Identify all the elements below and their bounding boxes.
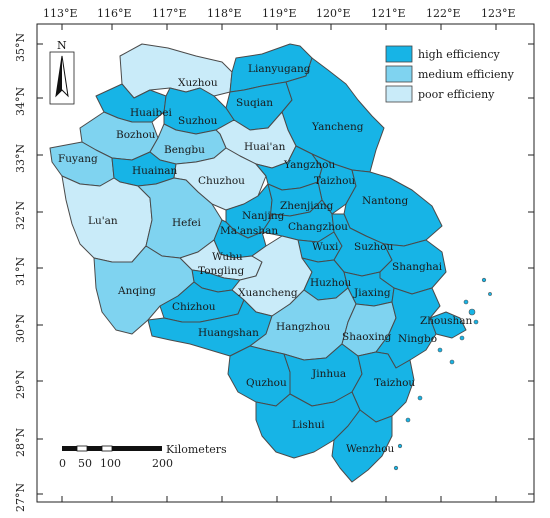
scale-tick: 0: [59, 457, 66, 470]
lat-label: 30°N: [14, 314, 27, 343]
longitude-axis: 113°E 116°E 117°E 118°E 119°E 120°E 121°…: [43, 7, 516, 502]
legend-label: medium efficieny: [418, 68, 515, 81]
city-label: Nantong: [362, 195, 409, 207]
city-label: Wenzhou: [346, 443, 395, 455]
lon-label: 122°E: [426, 7, 461, 20]
city-label: Ningbo: [398, 333, 437, 345]
city-label: Jinhua: [311, 368, 346, 380]
north-arrow-label: N: [57, 39, 67, 52]
scale-bar: Kilometers 0 50 100 200: [59, 443, 227, 470]
legend-swatch-poor: [385, 85, 413, 103]
lat-label: 35°N: [14, 33, 27, 62]
city-label: Lishui: [292, 419, 325, 431]
city-label: Chizhou: [172, 301, 216, 313]
scale-unit: Kilometers: [166, 443, 227, 456]
lon-label: 113°E: [43, 7, 78, 20]
city-label: Huzhou: [310, 277, 352, 289]
scale-tick: 50: [78, 457, 92, 470]
lon-label: 120°E: [316, 7, 351, 20]
lon-label: 118°E: [207, 7, 242, 20]
lat-label: 34°N: [14, 87, 27, 116]
lat-label: 32°N: [14, 201, 27, 230]
city-label: Xuancheng: [238, 287, 298, 299]
scale-tick: 200: [152, 457, 173, 470]
legend-swatch-high: [385, 45, 413, 63]
city-label: Lianyugang: [248, 63, 311, 75]
city-label: Changzhou: [288, 221, 348, 233]
city-label: Xuzhou: [178, 77, 218, 89]
city-label: Taizhou: [314, 175, 355, 187]
city-label: Shanghai: [392, 261, 443, 273]
city-label: Yangzhou: [283, 159, 335, 171]
city-label: Huainan: [132, 165, 178, 177]
city-label: Jiaxing: [353, 287, 391, 299]
coastal-islands: [393, 277, 492, 471]
city-label: Chuzhou: [198, 175, 245, 187]
city-label: Zhoushan: [420, 315, 473, 327]
city-label: Fuyang: [58, 153, 98, 165]
region-wenzhou[interactable]: [331, 409, 393, 483]
legend-swatch-medium: [385, 65, 413, 83]
legend-label: poor efficieny: [418, 88, 495, 101]
north-arrow: N: [49, 39, 75, 105]
map-frame: [36, 23, 535, 503]
city-label: Shaoxing: [342, 331, 392, 343]
region-ningbo[interactable]: [375, 287, 441, 369]
scale-tick: 100: [100, 457, 121, 470]
city-label: Lu'an: [88, 215, 118, 227]
city-labels: Xuzhou Lianyugang Suqian Huaibei Suzhou …: [58, 63, 473, 455]
city-label: Suzhou: [178, 115, 218, 127]
lat-label: 27°N: [14, 483, 27, 512]
city-label: Huangshan: [198, 327, 259, 339]
city-label: Quzhou: [246, 377, 287, 389]
city-label: Huai'an: [244, 141, 286, 153]
city-label: Anqing: [117, 285, 156, 297]
lon-label: 123°E: [481, 7, 516, 20]
lat-label: 29°N: [14, 370, 27, 399]
city-label: Wuxi: [312, 241, 339, 253]
city-regions: [49, 43, 467, 483]
legend-label: high efficiency: [418, 48, 501, 61]
city-label: Nanjing: [242, 210, 285, 222]
lon-label: 121°E: [371, 7, 406, 20]
city-label: Hangzhou: [276, 321, 331, 333]
city-label: Suzhou: [354, 241, 394, 253]
city-label: Ma'anshan: [220, 225, 278, 237]
lat-label: 33°N: [14, 144, 27, 173]
city-label: Bozhou: [116, 129, 156, 141]
city-label: Bengbu: [164, 144, 205, 156]
city-label: Zhenjiang: [280, 200, 334, 212]
region-taizhou-js[interactable]: [311, 153, 357, 215]
region-quzhou[interactable]: [227, 345, 291, 407]
legend: high efficiency medium efficieny poor ef…: [385, 45, 515, 103]
lon-label: 119°E: [262, 7, 297, 20]
latitude-axis: 35°N 34°N 33°N 32°N 31°N 30°N 29°N 28°N …: [14, 33, 534, 512]
city-label: Huaibei: [130, 107, 172, 119]
city-label: Hefei: [172, 217, 201, 229]
lat-label: 31°N: [14, 257, 27, 286]
city-label: Tongling: [198, 265, 244, 277]
city-label: Taizhou: [374, 377, 415, 389]
lon-label: 117°E: [152, 7, 187, 20]
city-label: Yancheng: [311, 121, 364, 133]
city-label: Suqian: [236, 97, 273, 109]
lat-label: 28°N: [14, 428, 27, 457]
city-label: Wuhu: [212, 251, 243, 263]
lon-label: 116°E: [97, 7, 132, 20]
